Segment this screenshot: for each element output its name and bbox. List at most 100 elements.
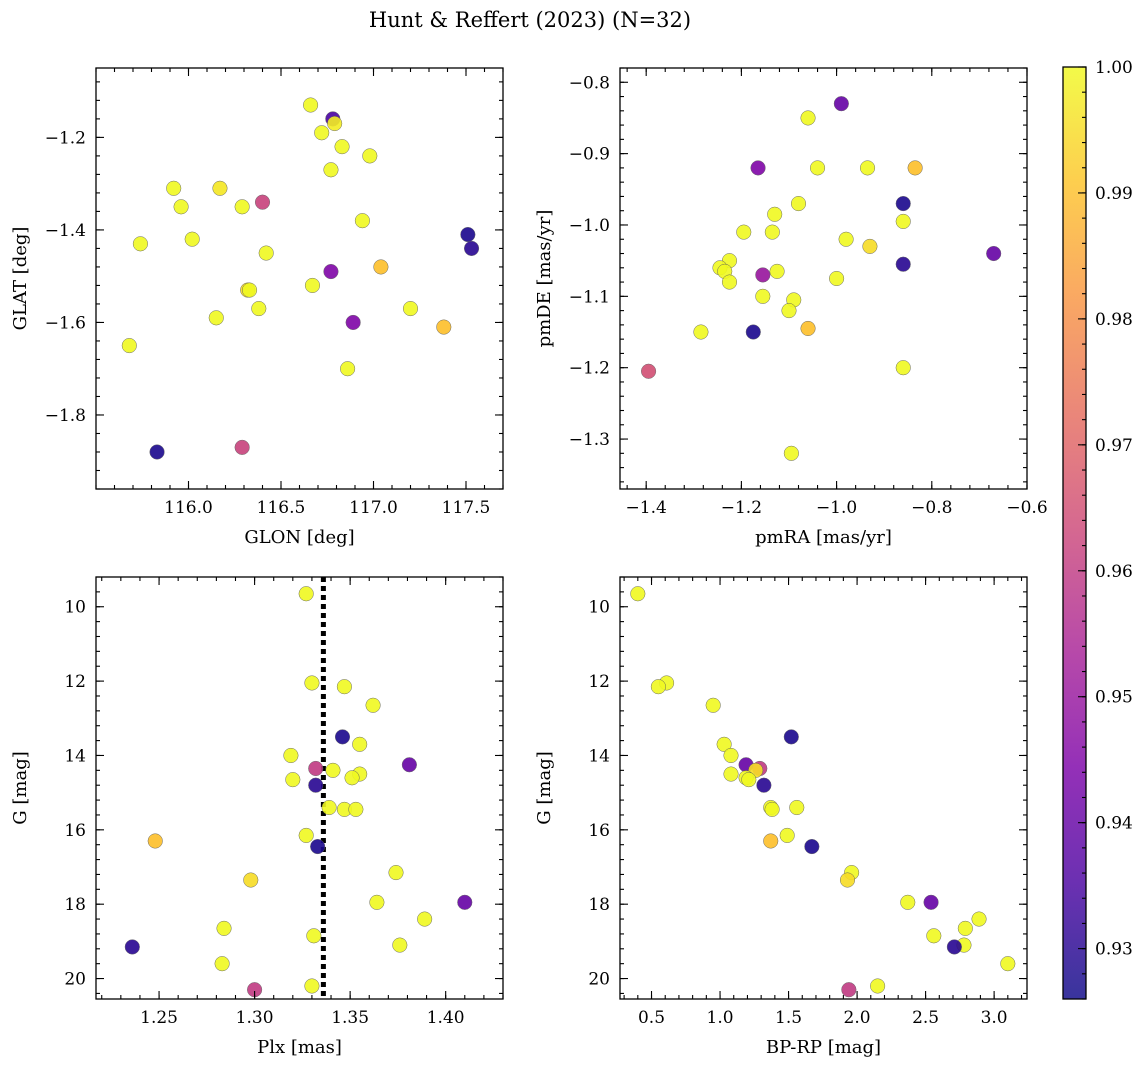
y-tick-label: −1.6 <box>45 313 86 333</box>
colorbar-tick-label: 1.00 <box>1095 58 1133 78</box>
colorbar-tick-label: 0.98 <box>1095 310 1133 330</box>
data-point <box>790 196 807 212</box>
data-point <box>124 939 140 955</box>
y-tick-label: 20 <box>64 970 86 990</box>
y-tick-label: 14 <box>588 746 610 766</box>
x-tick-label: 116.5 <box>257 498 306 518</box>
data-point <box>1000 956 1016 972</box>
y-tick-label: −0.9 <box>569 145 610 165</box>
data-point <box>895 256 911 272</box>
data-point <box>243 872 259 888</box>
data-point <box>352 736 368 752</box>
data-point <box>208 310 224 326</box>
data-point <box>436 319 452 335</box>
y-tick-label: 16 <box>588 821 610 841</box>
data-point <box>304 277 321 293</box>
y-tick-label: −1.4 <box>45 221 86 241</box>
scatter-panels: 116.0 116.5 117.0 117.5 −1.2 −1.4 −1.6 −1.8 GLON… <box>10 67 1048 1058</box>
panel-plx-g: 1.25 1.30 1.35 1.40 10 12 14 16 18 20 Plx [mas] G [… <box>10 576 504 1058</box>
data-point <box>457 894 473 910</box>
data-point <box>764 224 780 240</box>
x-tick-label: 2.5 <box>912 1008 939 1028</box>
x-axis-label: Plx [mas] <box>257 1037 342 1058</box>
data-point <box>306 928 322 944</box>
figure-title: Hunt & Reffert (2023) (N=32) <box>369 8 691 32</box>
y-axis-label: pmDE [mas/yr] <box>534 210 555 348</box>
data-point <box>650 679 666 695</box>
y-tick-label: 16 <box>64 821 86 841</box>
data-point <box>895 360 911 376</box>
y-tick-label: −1.1 <box>569 287 610 307</box>
data-point <box>841 982 857 998</box>
data-point <box>334 729 351 745</box>
data-point <box>298 586 314 602</box>
data-point <box>401 757 417 773</box>
data-point <box>214 956 230 972</box>
y-tick-label: 12 <box>588 672 610 692</box>
data-point <box>767 206 783 222</box>
data-point <box>755 288 771 304</box>
data-point <box>184 231 200 247</box>
y-tick-label: −1.2 <box>569 359 610 379</box>
y-axis-label: G [mag] <box>10 751 31 824</box>
data-point <box>809 160 826 176</box>
panel-pmra-pmde: −1.4 −1.2 −1.0 −0.8 −0.6 −0.8 −0.9 −1.0 −1.1 −1.2… <box>534 67 1048 548</box>
data-point <box>705 697 721 713</box>
data-point <box>870 978 886 994</box>
data-point <box>310 839 326 855</box>
data-point <box>464 240 480 256</box>
data-point <box>304 675 320 691</box>
data-point <box>354 213 370 229</box>
data-point <box>839 872 856 888</box>
x-tick-label: 1.5 <box>775 1008 802 1028</box>
y-tick-label: 12 <box>64 672 86 692</box>
y-tick-label: 10 <box>64 598 86 618</box>
data-point <box>804 839 820 855</box>
data-point <box>756 777 772 793</box>
data-point <box>907 160 923 176</box>
data-point <box>327 115 343 132</box>
data-point <box>336 679 352 695</box>
data-point <box>986 245 1002 262</box>
y-axis-label: G [mag] <box>534 751 555 824</box>
x-axis-label: BP-RP [mag] <box>766 1037 881 1058</box>
data-point <box>308 760 324 777</box>
data-point <box>946 939 962 955</box>
x-tick-label: 117.0 <box>349 498 398 518</box>
data-point <box>736 224 752 240</box>
colorbar-gradient <box>1063 67 1086 999</box>
data-point <box>149 444 165 460</box>
data-point <box>254 194 271 210</box>
data-point <box>303 97 319 113</box>
data-point <box>755 267 771 283</box>
y-tick-label: 10 <box>588 598 610 618</box>
data-point <box>971 911 987 927</box>
data-point <box>365 697 381 713</box>
panel-glon-glat: 116.0 116.5 117.0 117.5 −1.2 −1.4 −1.6 −1.8 GLON… <box>10 67 504 548</box>
x-tick-label: 3.0 <box>981 1008 1008 1028</box>
data-point <box>283 747 299 764</box>
x-tick-label: 1.40 <box>427 1008 465 1028</box>
x-tick-label: 1.25 <box>140 1008 178 1028</box>
data-point <box>321 799 337 816</box>
colorbar-frame <box>1062 66 1087 1000</box>
data-point <box>783 729 799 745</box>
data-point <box>838 231 854 247</box>
data-point <box>800 320 816 336</box>
y-tick-label: −1.0 <box>569 216 610 236</box>
data-point <box>923 894 939 910</box>
x-tick-label: −1.4 <box>626 498 667 518</box>
data-point <box>369 894 385 910</box>
data-point <box>723 766 739 782</box>
x-tick-label: 2.0 <box>844 1008 871 1028</box>
colorbar-ticks: 0.93 0.94 0.95 0.96 0.97 0.98 0.99 1.00 <box>1078 58 1133 1000</box>
data-point <box>304 978 320 994</box>
data-point <box>750 160 766 176</box>
data-point <box>926 928 942 944</box>
data-point <box>362 148 378 164</box>
data-point <box>900 894 916 910</box>
data-point <box>417 911 433 927</box>
data-point <box>833 96 849 112</box>
x-tick-label: −0.6 <box>1006 498 1047 518</box>
